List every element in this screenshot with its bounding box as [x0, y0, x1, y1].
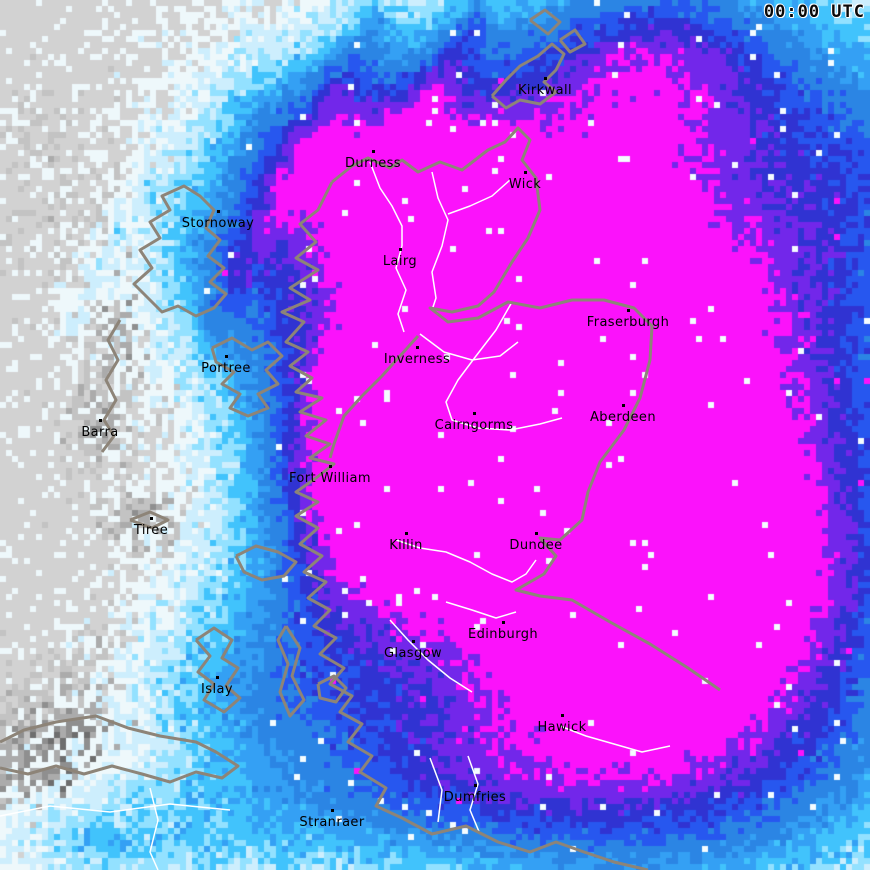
coastline-path	[558, 28, 587, 54]
river-path	[445, 601, 517, 619]
river-path	[445, 301, 563, 431]
river-path	[447, 179, 511, 215]
coastline-path	[194, 626, 242, 714]
coastline-path	[0, 714, 240, 784]
river-path	[559, 725, 671, 753]
coastline-path	[210, 336, 284, 418]
river-path	[395, 539, 537, 583]
coastline-path	[331, 126, 721, 692]
river-path	[419, 333, 519, 361]
coastline-path	[100, 319, 122, 453]
river-path	[429, 757, 443, 823]
coastline-path	[280, 181, 649, 870]
timestamp-label: 00:00 UTC	[763, 2, 865, 22]
river-path	[395, 245, 407, 333]
coastline-path	[529, 8, 562, 36]
coastline-path	[316, 674, 348, 704]
coastline-path	[490, 42, 566, 110]
river-path	[467, 755, 481, 835]
coastline-path	[328, 334, 420, 459]
river-path	[389, 619, 473, 693]
coastline-path	[234, 544, 298, 582]
coastline-path	[129, 510, 170, 530]
river-path	[431, 171, 449, 311]
coastline-path	[276, 625, 306, 718]
river-path	[149, 787, 159, 870]
river-path	[369, 161, 403, 246]
river-path	[0, 803, 231, 817]
coastline-path	[132, 184, 228, 318]
